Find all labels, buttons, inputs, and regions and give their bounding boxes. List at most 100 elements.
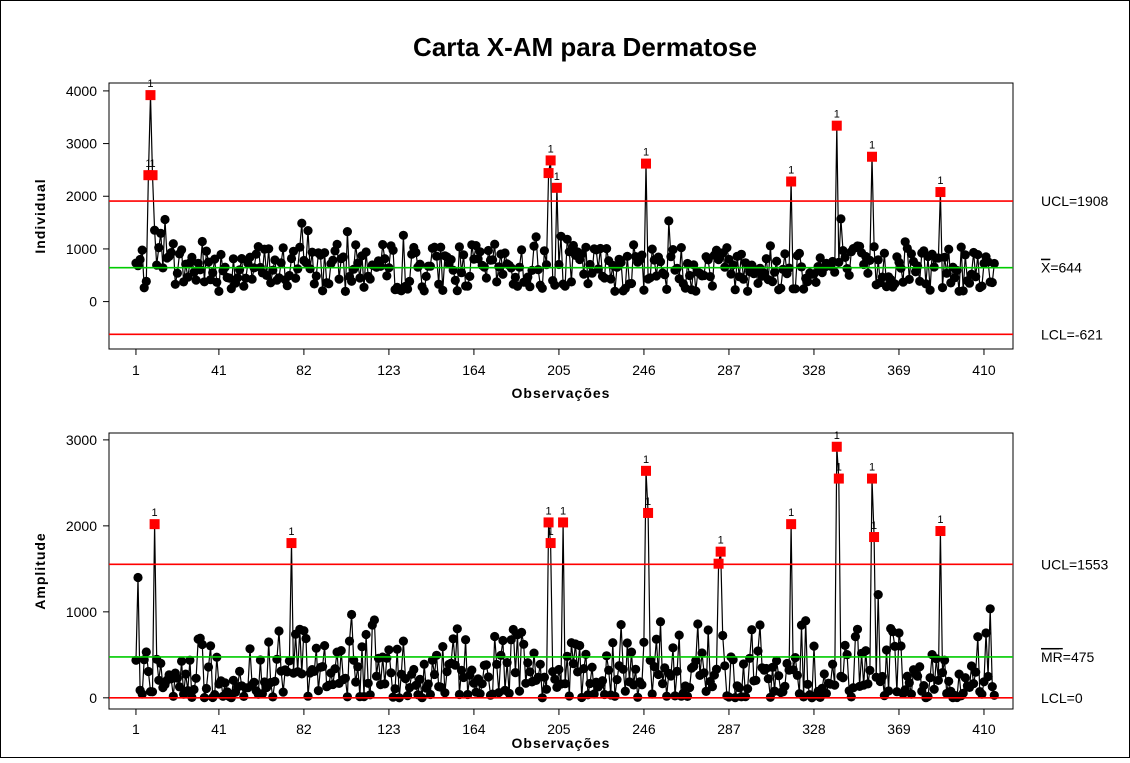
- data-point: [278, 243, 288, 253]
- center-label-value: =644: [1050, 260, 1082, 276]
- data-point: [971, 272, 981, 282]
- out-of-control-point: [833, 473, 844, 484]
- out-of-control-label: 1: [869, 462, 875, 474]
- data-point: [554, 664, 564, 675]
- y-tick-label: 0: [89, 294, 97, 310]
- out-of-control-point: [715, 546, 726, 557]
- data-point: [770, 267, 780, 277]
- data-point: [154, 243, 164, 253]
- out-of-control-label: 1: [788, 507, 794, 519]
- data-point: [566, 277, 577, 287]
- data-point: [626, 278, 637, 289]
- data-point: [305, 264, 315, 274]
- data-point: [711, 664, 722, 674]
- data-point: [195, 265, 205, 275]
- y-tick-label: 2000: [66, 188, 97, 204]
- data-point: [365, 274, 375, 284]
- out-of-control-label: 1: [145, 158, 151, 170]
- data-point: [425, 689, 435, 700]
- data-point: [425, 261, 435, 271]
- data-point: [398, 636, 408, 646]
- data-point: [357, 642, 367, 652]
- data-point: [276, 258, 286, 268]
- data-point: [585, 259, 595, 270]
- out-of-control-label: 1: [560, 505, 566, 517]
- data-point: [821, 688, 832, 699]
- data-point: [297, 218, 307, 228]
- out-of-control-point: [641, 465, 652, 476]
- data-point: [631, 664, 641, 674]
- data-point: [353, 258, 363, 268]
- x-tick-label: 369: [887, 362, 911, 378]
- data-point: [498, 269, 508, 279]
- data-point: [496, 650, 506, 661]
- data-point: [620, 686, 630, 696]
- data-point: [291, 273, 301, 283]
- data-point: [338, 252, 348, 262]
- data-point: [761, 254, 771, 264]
- data-point: [185, 655, 195, 665]
- data-point: [933, 675, 944, 686]
- y-axis-title: Amplitude: [32, 532, 48, 609]
- data-point: [747, 625, 757, 635]
- data-point: [629, 240, 639, 250]
- data-point: [616, 620, 626, 630]
- data-point: [608, 638, 618, 648]
- data-point: [529, 241, 539, 251]
- out-of-control-label: 1: [548, 143, 554, 155]
- center-label: MR=475: [1041, 649, 1095, 665]
- data-point: [539, 246, 550, 256]
- data-point: [517, 627, 527, 638]
- data-point: [429, 669, 440, 680]
- data-point: [177, 245, 187, 255]
- data-point: [915, 662, 925, 672]
- data-point: [380, 679, 390, 689]
- out-of-control-point: [643, 507, 654, 518]
- data-point: [309, 279, 319, 289]
- x-tick-label: 410: [972, 362, 996, 378]
- data-point: [490, 239, 500, 249]
- data-point: [461, 635, 471, 645]
- data-point: [492, 277, 502, 287]
- data-point: [228, 254, 238, 264]
- data-point: [626, 647, 637, 657]
- data-point: [210, 254, 220, 264]
- data-point: [147, 687, 158, 697]
- data-point: [564, 691, 574, 701]
- data-point: [674, 630, 684, 640]
- data-point: [651, 634, 662, 644]
- data-point: [699, 668, 709, 678]
- data-point: [483, 672, 493, 682]
- out-of-control-point: [543, 168, 554, 179]
- data-point: [361, 629, 371, 640]
- y-tick-label: 0: [89, 690, 97, 706]
- data-point: [456, 268, 467, 278]
- data-point: [950, 273, 960, 283]
- out-of-control-label: 1: [869, 140, 875, 152]
- data-point: [351, 240, 361, 250]
- data-point: [987, 277, 997, 288]
- data-point: [313, 686, 323, 696]
- data-point: [581, 242, 591, 252]
- data-point: [384, 645, 394, 655]
- data-point: [577, 249, 587, 259]
- data-point: [738, 659, 749, 669]
- ucl-label: UCL=1553: [1041, 556, 1109, 572]
- data-point: [156, 228, 166, 238]
- data-point: [944, 676, 954, 686]
- data-point: [616, 257, 626, 268]
- data-point: [989, 258, 999, 269]
- data-point: [500, 248, 510, 258]
- data-point: [541, 684, 552, 694]
- data-point: [649, 662, 659, 672]
- data-point: [873, 590, 883, 600]
- data-point: [960, 250, 970, 260]
- data-point: [925, 673, 935, 683]
- x-tick-label: 82: [296, 362, 312, 378]
- data-point: [973, 250, 983, 260]
- data-point: [208, 268, 218, 278]
- data-point: [801, 616, 811, 626]
- out-of-control-point: [147, 170, 158, 181]
- data-point: [492, 659, 502, 670]
- data-point: [488, 255, 498, 265]
